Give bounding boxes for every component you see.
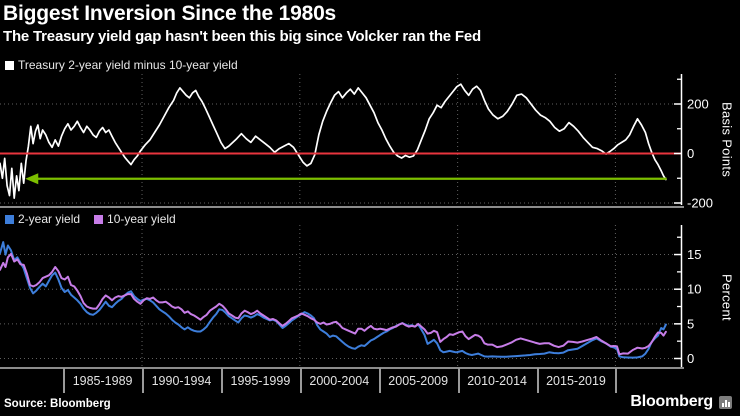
x-axis-tick: [299, 368, 302, 393]
x-axis-tick: [615, 368, 618, 393]
x-axis-period-label: 1995-1999: [230, 374, 291, 388]
y-tick-label: 15: [687, 247, 701, 262]
bloomberg-logo-icon: [719, 395, 732, 409]
two-year-line: [0, 241, 667, 359]
chart-title: Biggest Inversion Since the 1980s: [3, 2, 337, 25]
x-axis-period-label: 1985-1989: [72, 374, 133, 388]
legend-swatch-2-year: [5, 214, 14, 224]
x-axis-tick: [142, 368, 144, 393]
bloomberg-wordmark: Bloomberg: [630, 393, 713, 410]
inversion-arrow-head: [25, 173, 39, 185]
x-axis-period-label: 2005-2009: [388, 374, 449, 388]
x-axis-period-label: 1990-1994: [151, 374, 212, 388]
y-tick-label: 10: [687, 282, 701, 297]
x-axis-labels: 1985-1989 1990-1994 1995-1999 2000-2004 2005…: [0, 368, 740, 396]
yields-panel: 15 10 5 0: [0, 225, 701, 368]
x-axis-tick: [536, 368, 539, 393]
x-axis-tick: [378, 368, 381, 393]
panel-divider-line: [0, 206, 684, 208]
x-axis-tick: [457, 368, 460, 393]
source-note: Source: Bloomberg: [4, 398, 111, 410]
legend-swatch-spread: [5, 60, 14, 70]
y-tick-label: 0: [687, 146, 694, 161]
legend-label-spread: Treasury 2-year yield minus 10-year yiel…: [18, 58, 238, 72]
y-tick-label: 5: [687, 316, 694, 331]
x-axis-tick: [63, 368, 66, 393]
y-tick-label: 200: [687, 97, 709, 112]
legend-label-10-year: 10-year yield: [107, 212, 176, 226]
bloomberg-logo: Bloomberg: [630, 393, 732, 411]
chart-subtitle: The Treasury yield gap hasn't been this …: [3, 28, 481, 45]
spread-line: [0, 83, 667, 199]
legend-swatch-10-year: [94, 214, 104, 224]
legend-label-2-year: 2-year yield: [18, 212, 81, 226]
y-tick-label: 0: [687, 351, 694, 366]
legend-spread: Treasury 2-year yield minus 10-year yiel…: [5, 58, 238, 72]
y-axis-title-basis-points: Basis Points: [719, 102, 735, 178]
spread-panel: 200 0 -200: [0, 74, 713, 211]
legend-yields: 2-year yield 10-year yield: [5, 212, 176, 226]
x-axis-line: [0, 367, 684, 369]
ten-year-line: [0, 252, 667, 356]
x-axis-period-label: 2010-2014: [467, 374, 527, 388]
x-axis-period-label: 2015-2019: [546, 374, 606, 388]
y-axis-title-percent: Percent: [719, 274, 735, 321]
x-axis-period-label: 2000-2004: [309, 374, 370, 388]
y-tick-label: -200: [687, 196, 713, 211]
x-axis-tick: [220, 368, 223, 393]
